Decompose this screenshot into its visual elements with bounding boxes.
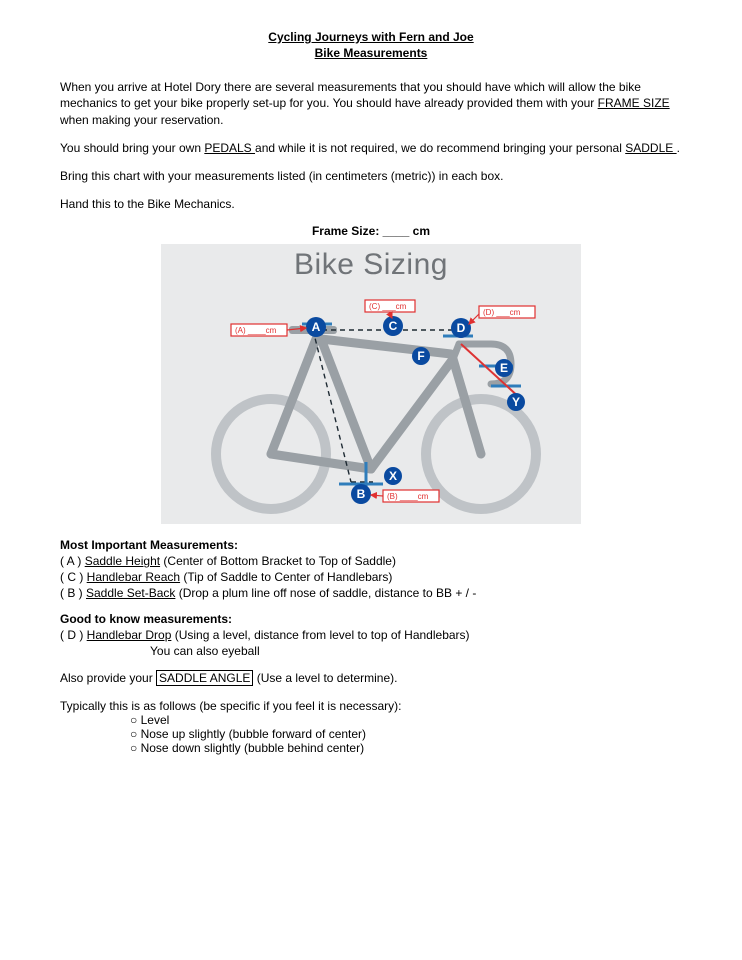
cal-C: (C) ___cm [369, 302, 407, 311]
intro1b: when making your reservation. [60, 113, 223, 127]
mCu: Handlebar Reach [87, 570, 180, 584]
diagram-title: Bike Sizing [161, 248, 581, 282]
badge-A: A [312, 320, 321, 334]
saddle-angle-options: Level Nose up slightly (bubble forward o… [130, 713, 682, 755]
i2c: . [677, 141, 680, 155]
mDu: Handlebar Drop [87, 628, 172, 642]
meas-B: ( B ) Saddle Set-Back (Drop a plum line … [60, 586, 682, 600]
mAk: ( A ) [60, 554, 85, 568]
i2-saddle: SADDLE [625, 141, 676, 155]
badge-X: X [389, 469, 397, 483]
badge-B: B [357, 487, 366, 501]
mDk: ( D ) [60, 628, 87, 642]
section2-head: Good to know measurements: [60, 612, 682, 626]
badge-D: D [457, 321, 466, 335]
intro-p3: Bring this chart with your measurements … [60, 168, 682, 184]
meas-A: ( A ) Saddle Height (Center of Bottom Br… [60, 554, 682, 568]
meas-D: ( D ) Handlebar Drop (Using a level, dis… [60, 628, 682, 642]
mBk: ( B ) [60, 586, 86, 600]
saddle-angle-box: SADDLE ANGLE [156, 670, 253, 686]
title-2: Bike Measurements [315, 46, 428, 60]
title-1: Cycling Journeys with Fern and Joe [268, 30, 473, 44]
mBu: Saddle Set-Back [86, 586, 175, 600]
badge-Y: Y [512, 395, 520, 409]
intro-p1: When you arrive at Hotel Dory there are … [60, 79, 682, 128]
i2a: You should bring your own [60, 141, 204, 155]
cal-D: (D) ___cm [483, 308, 521, 317]
opt-nose-down: Nose down slightly (bubble behind center… [130, 741, 682, 755]
cal-B: (B) ____cm [387, 492, 429, 501]
intro-p2: You should bring your own PEDALS and whi… [60, 140, 682, 156]
mCr: (Tip of Saddle to Center of Handlebars) [180, 570, 392, 584]
also-line: Also provide your SADDLE ANGLE (Use a le… [60, 670, 682, 686]
doc-title: Cycling Journeys with Fern and Joe Bike … [60, 30, 682, 61]
mAu: Saddle Height [85, 554, 160, 568]
mCk: ( C ) [60, 570, 87, 584]
intro-p4: Hand this to the Bike Mechanics. [60, 196, 682, 212]
badge-E: E [500, 361, 508, 375]
mDr: (Using a level, distance from level to t… [171, 628, 469, 642]
bike-diagram: Bike Sizing [161, 244, 581, 524]
intro1-frame: FRAME SIZE [598, 96, 670, 110]
badge-C: C [389, 319, 398, 333]
meas-C: ( C ) Handlebar Reach (Tip of Saddle to … [60, 570, 682, 584]
meas-D-note: You can also eyeball [150, 644, 682, 658]
cal-A: (A) ____cm [235, 326, 277, 335]
badge-F: F [417, 349, 424, 363]
bike-svg: A B C D E F X Y (A) ____cm (C) ___cm (D)… [161, 244, 581, 524]
mAr: (Center of Bottom Bracket to Top of Sadd… [160, 554, 396, 568]
opt-nose-up: Nose up slightly (bubble forward of cent… [130, 727, 682, 741]
frame-size-line: Frame Size: ____ cm [60, 224, 682, 238]
typically-line: Typically this is as follows (be specifi… [60, 699, 682, 713]
also-a: Also provide your [60, 671, 156, 685]
mBr: (Drop a plum line off nose of saddle, di… [175, 586, 476, 600]
i2b: and while it is not required, we do reco… [255, 141, 625, 155]
intro1a: When you arrive at Hotel Dory there are … [60, 80, 641, 110]
section1-head: Most Important Measurements: [60, 538, 682, 552]
i2-pedals: PEDALS [204, 141, 255, 155]
opt-level: Level [130, 713, 682, 727]
also-b: (Use a level to determine). [253, 671, 397, 685]
